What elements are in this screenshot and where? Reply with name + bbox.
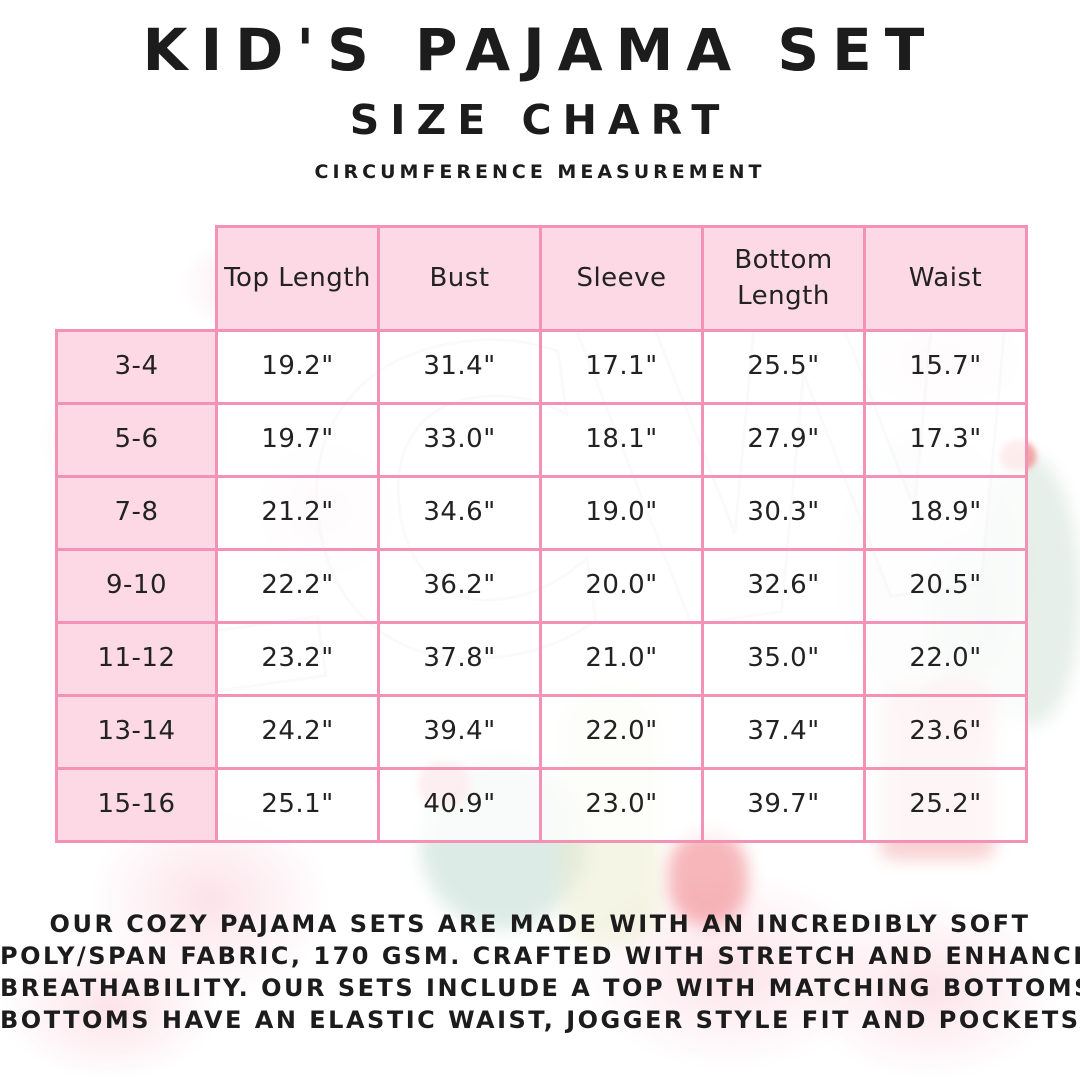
- table-row: 13-14 24.2" 39.4" 22.0" 37.4" 23.6": [55, 694, 1028, 770]
- header-row: Top Length Bust Sleeve Bottom Length Waist: [57, 225, 1028, 332]
- column-header: Sleeve: [539, 225, 704, 332]
- column-header: Waist: [863, 225, 1028, 332]
- measurement-cell: 20.5": [863, 548, 1028, 624]
- table-row: 11-12 23.2" 37.8" 21.0" 35.0" 22.0": [55, 621, 1028, 697]
- measurement-cell: 20.0": [539, 548, 704, 624]
- measurement-cell: 25.2": [863, 767, 1028, 843]
- measurement-cell: 39.7": [701, 767, 866, 843]
- page-subtitle: SIZE CHART: [349, 96, 731, 144]
- red-flower-decoration: [668, 830, 748, 925]
- measurement-cell: 19.7": [215, 402, 380, 478]
- table-row: 3-4 19.2" 31.4" 17.1" 25.5" 15.7": [55, 329, 1028, 405]
- column-header: Bust: [377, 225, 542, 332]
- column-header: Top Length: [215, 225, 380, 332]
- table-row: 9-10 22.2" 36.2" 20.0" 32.6" 20.5": [55, 548, 1028, 624]
- measurement-cell: 36.2": [377, 548, 542, 624]
- measurement-cell: 25.1": [215, 767, 380, 843]
- size-cell: 7-8: [55, 475, 218, 551]
- description: OUR COZY PAJAMA SETS ARE MADE WITH AN IN…: [0, 908, 1080, 1036]
- size-chart: Top Length Bust Sleeve Bottom Length Waist 3…: [55, 225, 1028, 843]
- measurement-cell: 17.1": [539, 329, 704, 405]
- measurement-cell: 22.0": [863, 621, 1028, 697]
- measurement-cell: 25.5": [701, 329, 866, 405]
- table-row: 5-6 19.7" 33.0" 18.1" 27.9" 17.3": [55, 402, 1028, 478]
- corner-cell: [57, 227, 217, 331]
- measurement-cell: 18.9": [863, 475, 1028, 551]
- measurement-cell: 39.4": [377, 694, 542, 770]
- measurement-cell: 22.0": [539, 694, 704, 770]
- measurement-cell: 40.9": [377, 767, 542, 843]
- measurement-cell: 19.0": [539, 475, 704, 551]
- size-cell: 13-14: [55, 694, 218, 770]
- size-chart-table: Top Length Bust Sleeve Bottom Length Waist 3…: [55, 225, 1028, 843]
- pink-splotch-decoration: [0, 940, 220, 1080]
- description-line: POLY/SPAN FABRIC, 170 GSM. CRAFTED WITH …: [0, 942, 1080, 970]
- measurement-cell: 23.0": [539, 767, 704, 843]
- measurement-cell: 32.6": [701, 548, 866, 624]
- measurement-cell: 22.2": [215, 548, 380, 624]
- measurement-cell: 34.6": [377, 475, 542, 551]
- measurement-cell: 23.2": [215, 621, 380, 697]
- size-cell: 15-16: [55, 767, 218, 843]
- table-row: 15-16 25.1" 40.9" 23.0" 39.7" 25.2": [55, 767, 1028, 843]
- description-line: BOTTOMS HAVE AN ELASTIC WAIST, JOGGER ST…: [0, 1006, 1080, 1034]
- page-title: KID'S PAJAMA SET: [142, 16, 938, 84]
- measurement-cell: 30.3": [701, 475, 866, 551]
- measurement-cell: 24.2": [215, 694, 380, 770]
- measurement-cell: 35.0": [701, 621, 866, 697]
- size-cell: 3-4: [55, 329, 218, 405]
- pink-splotch-decoration: [800, 900, 1060, 1080]
- measurement-cell: 15.7": [863, 329, 1028, 405]
- measurement-cell: 27.9": [701, 402, 866, 478]
- measurement-cell: 19.2": [215, 329, 380, 405]
- measurement-cell: 18.1": [539, 402, 704, 478]
- measurement-cell: 33.0": [377, 402, 542, 478]
- size-cell: 5-6: [55, 402, 218, 478]
- measurement-cell: 31.4": [377, 329, 542, 405]
- measurement-cell: 37.4": [701, 694, 866, 770]
- measurement-cell: 37.8": [377, 621, 542, 697]
- table-body: 3-4 19.2" 31.4" 17.1" 25.5" 15.7" 5-6 19.7" 33.0…: [55, 329, 1028, 843]
- size-cell: 9-10: [55, 548, 218, 624]
- table-row: 7-8 21.2" 34.6" 19.0" 30.3" 18.9": [55, 475, 1028, 551]
- description-line: BREATHABILITY. OUR SETS INCLUDE A TOP WI…: [0, 974, 1080, 1002]
- page-tagline: CIRCUMFERENCE MEASUREMENT: [314, 161, 766, 183]
- measurement-cell: 21.2": [215, 475, 380, 551]
- measurement-cell: 23.6": [863, 694, 1028, 770]
- measurement-cell: 17.3": [863, 402, 1028, 478]
- description-line: OUR COZY PAJAMA SETS ARE MADE WITH AN IN…: [49, 910, 1031, 938]
- column-header: Bottom Length: [701, 225, 866, 332]
- size-cell: 11-12: [55, 621, 218, 697]
- measurement-cell: 21.0": [539, 621, 704, 697]
